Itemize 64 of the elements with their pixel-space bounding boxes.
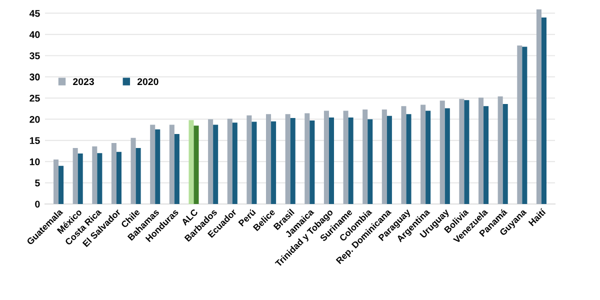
bar [285, 114, 290, 204]
bar [502, 104, 508, 204]
bar [484, 106, 489, 204]
bar [541, 17, 546, 204]
bar [111, 142, 116, 204]
bar [343, 110, 348, 204]
y-tick-label: 15 [30, 137, 40, 144]
y-tick-label: 35 [30, 52, 40, 60]
bar [290, 118, 296, 204]
legend-label: 2023 [73, 78, 94, 86]
y-tick-label: 5 [35, 180, 40, 186]
bar [78, 154, 83, 204]
bar [227, 118, 232, 204]
bar [58, 166, 64, 204]
bar [444, 108, 450, 204]
bar [517, 45, 522, 204]
bar [266, 114, 272, 204]
bar [459, 98, 464, 204]
bar [420, 104, 426, 204]
bar [426, 110, 431, 204]
bar [382, 109, 387, 204]
legend-label: 2020 [137, 78, 158, 86]
bar [92, 146, 98, 204]
bar [54, 159, 59, 204]
bar [464, 100, 470, 204]
bar [522, 46, 528, 204]
bar [310, 120, 315, 204]
bar [136, 148, 141, 204]
bar [271, 121, 276, 204]
bar [246, 115, 252, 204]
bar [116, 152, 122, 204]
bar [368, 119, 373, 204]
bar [362, 109, 368, 204]
bar [304, 113, 310, 204]
bar [232, 122, 238, 204]
y-tick-label: 30 [30, 74, 40, 80]
y-tick-label: 45 [29, 10, 40, 17]
bar [97, 153, 102, 204]
y-tick-label: 20 [30, 116, 40, 123]
bar [536, 9, 542, 204]
bar [406, 114, 412, 204]
bar [169, 124, 174, 204]
y-tick-label: 25 [30, 94, 40, 102]
bar [328, 118, 334, 204]
bar [150, 124, 156, 204]
bar [188, 120, 194, 204]
bar [440, 100, 445, 204]
bar [155, 129, 160, 204]
bar [348, 118, 354, 204]
bar [324, 110, 329, 204]
bar [478, 98, 484, 204]
bar [174, 134, 180, 204]
bar [213, 124, 218, 204]
bar [386, 116, 392, 204]
bar [130, 138, 136, 204]
bar [208, 119, 214, 204]
y-tick-label: 40 [29, 31, 40, 38]
bar [252, 122, 257, 204]
bar [72, 148, 78, 204]
bar [498, 96, 503, 204]
bar [401, 106, 406, 204]
bar [194, 126, 199, 204]
y-tick-label: 10 [30, 158, 40, 166]
y-tick-label: 0 [35, 200, 40, 208]
